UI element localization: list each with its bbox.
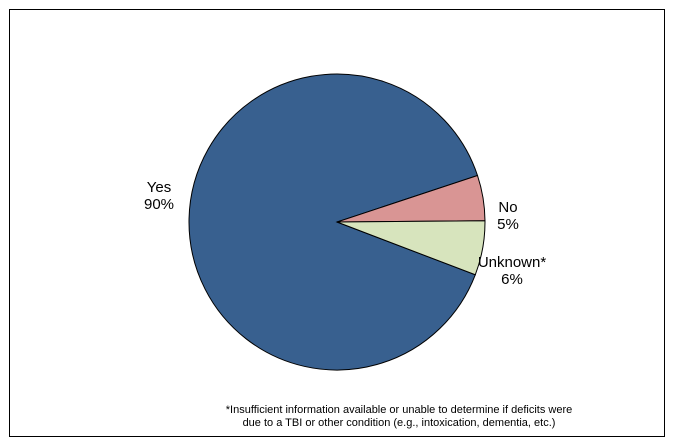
slice-label-no: No	[498, 199, 517, 216]
pie-slice-yes	[188, 73, 479, 371]
slice-label-yes: Yes	[147, 179, 171, 196]
slice-value-no: 5%	[497, 216, 519, 233]
slice-value-unknown: 6%	[501, 271, 523, 288]
footnote-line-2: due to a TBI or other condition (e.g., i…	[242, 417, 556, 429]
slice-label-unknown: Unknown*	[478, 254, 547, 271]
slice-value-yes: 90%	[144, 196, 174, 213]
footnote-line-1: *Insufficient information available or u…	[225, 404, 573, 416]
pie-slices	[188, 73, 486, 371]
pie-slice-unknown	[336, 220, 486, 276]
